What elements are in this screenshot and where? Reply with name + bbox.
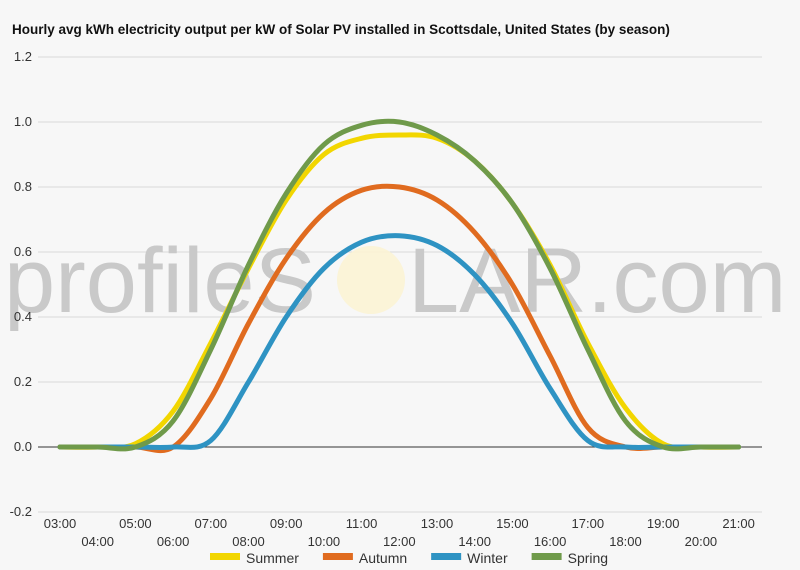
axis-layer: -0.2 0.0 0.2 0.4 0.6 0.8 1.0 1.2 03:00 04:00 05:00… [10, 49, 755, 549]
watermark-left: profileS [4, 230, 316, 332]
y-tick-label: 1.2 [14, 49, 32, 64]
y-tick-label: 1.0 [14, 114, 32, 129]
watermark-right: LAR.com [408, 230, 786, 332]
legend: Summer Autumn Winter Spring [210, 550, 608, 566]
y-tick-label: 0.0 [14, 439, 32, 454]
y-tick-label: 0.8 [14, 179, 32, 194]
series-layer [57, 118, 742, 454]
x-tick-label: 19:00 [647, 516, 680, 531]
legend-label-winter: Winter [467, 550, 508, 566]
x-tick-label: 06:00 [157, 534, 190, 549]
chart-title: Hourly avg kWh electricity output per kW… [12, 22, 670, 37]
x-tick-label: 09:00 [270, 516, 303, 531]
x-tick-label: 11:00 [346, 516, 378, 531]
x-tick-label: 20:00 [685, 534, 718, 549]
x-tick-label: 21:00 [722, 516, 755, 531]
legend-swatch-winter [431, 553, 462, 560]
x-tick-label: 07:00 [195, 516, 228, 531]
x-tick-label: 08:00 [232, 534, 265, 549]
legend-swatch-spring [531, 553, 562, 560]
x-tick-label: 13:00 [421, 516, 454, 531]
x-tick-label: 12:00 [383, 534, 416, 549]
x-tick-label: 14:00 [458, 534, 491, 549]
x-tick-label: 05:00 [119, 516, 152, 531]
x-tick-label: 16:00 [534, 534, 567, 549]
series-line-summer [57, 132, 742, 451]
x-tick-label: 04:00 [81, 534, 114, 549]
watermark-sun [337, 246, 405, 314]
x-tick-label: 10:00 [308, 534, 341, 549]
legend-label-autumn: Autumn [359, 550, 407, 566]
y-tick-label: 0.4 [14, 309, 32, 324]
y-tick-label: 0.2 [14, 374, 32, 389]
legend-label-summer: Summer [246, 550, 299, 566]
legend-label-spring: Spring [568, 550, 608, 566]
y-tick-label: 0.6 [14, 244, 32, 259]
legend-swatch-summer [210, 553, 240, 560]
series-line-spring [57, 118, 742, 452]
x-tick-label: 03:00 [44, 516, 77, 531]
x-tick-label: 15:00 [496, 516, 529, 531]
watermark: profileS LAR.com [4, 230, 786, 332]
legend-swatch-autumn [322, 553, 353, 560]
x-tick-label: 18:00 [609, 534, 642, 549]
x-tick-label: 17:00 [572, 516, 605, 531]
y-tick-label: -0.2 [10, 504, 32, 519]
series-line-winter [57, 233, 742, 450]
